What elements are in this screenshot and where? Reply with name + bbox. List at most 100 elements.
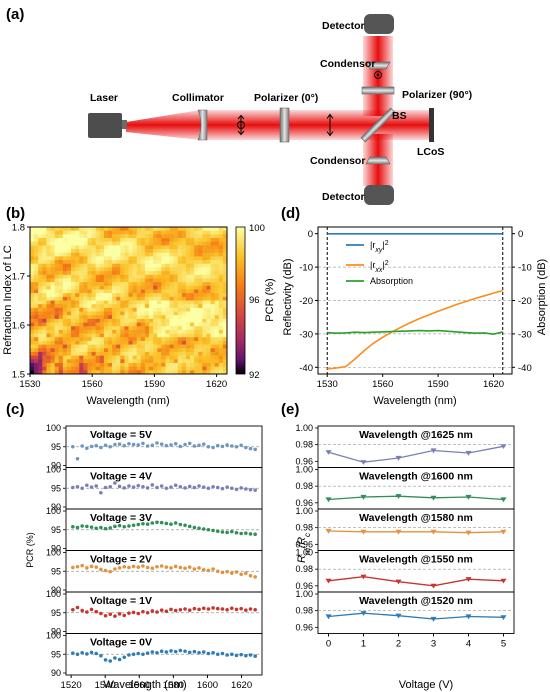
heatmap-cell (185, 293, 191, 298)
heatmap-cell (136, 256, 142, 261)
heatmap-cell (83, 344, 88, 349)
heatmap-cell (206, 318, 211, 323)
heatmap-cell (120, 348, 125, 353)
heatmap-cell (144, 241, 150, 246)
pcr-y-tick: 90 (51, 544, 61, 554)
pcr-point (206, 444, 211, 449)
heatmap-cell (58, 274, 64, 279)
pcr-point (89, 444, 94, 449)
heatmap-cell (157, 245, 162, 250)
heatmap-cell (103, 355, 109, 360)
heatmap-cell (83, 318, 88, 323)
heatmap-cell (198, 285, 203, 290)
heatmap-cell (144, 348, 150, 353)
heatmap-cell (124, 260, 129, 265)
heatmap-cell (140, 296, 146, 301)
heatmap-cell (177, 355, 183, 360)
series-absorption-line (327, 329, 503, 336)
heatmap-cell (66, 260, 72, 265)
heatmap-cell (165, 252, 170, 257)
heatmap-cell (103, 241, 109, 246)
ratio-point (500, 529, 507, 535)
heatmap-cell (103, 362, 109, 367)
heatmap-cell (214, 263, 220, 268)
heatmap-cell (165, 326, 170, 331)
heatmap-cell (66, 296, 72, 301)
heatmap-cell (218, 293, 224, 298)
heatmap-cell (79, 315, 84, 320)
heatmap-cell (120, 271, 125, 276)
heatmap-cell (30, 296, 35, 301)
heatmap-cell (157, 282, 162, 287)
heatmap-cell (177, 256, 183, 261)
heatmap-cell (149, 230, 154, 235)
heatmap-cell (112, 271, 117, 276)
heatmap-cell (46, 359, 51, 364)
heatmap-cell (116, 260, 121, 265)
heatmap-cell (83, 304, 88, 309)
heatmap-cell (210, 315, 215, 320)
heatmap-cell (181, 256, 187, 261)
heatmap-cell (202, 344, 207, 349)
heatmap-cell (95, 340, 101, 345)
pcr-point (192, 485, 197, 490)
heatmap-cell (194, 249, 199, 254)
heatmap-cell (153, 282, 158, 287)
heatmap-cell (62, 230, 68, 235)
heatmap-cell (103, 282, 109, 287)
heatmap-cell (128, 355, 133, 360)
heatmap-cell (124, 300, 129, 305)
heatmap-cell (149, 256, 154, 261)
heatmap-cell (38, 260, 43, 265)
heatmap-cell (144, 333, 150, 338)
heatmap-cell (210, 238, 215, 242)
heatmap-cell (58, 326, 64, 331)
heatmap-cell (206, 267, 211, 272)
pcr-point (248, 532, 253, 536)
heatmap-cell (58, 278, 64, 283)
heatmap-cell (149, 355, 154, 360)
heatmap-cell (210, 241, 215, 246)
pcr-point (122, 524, 127, 529)
pcr-point (71, 524, 75, 529)
ratio-row: Wavelength @1580 nm0.960.981.00 (295, 506, 515, 551)
ratio-x-tick: 4 (466, 639, 471, 650)
absorption-y-tick: 0 (518, 229, 523, 240)
heatmap-cell (103, 296, 109, 301)
heatmap-cell (66, 267, 72, 272)
heatmap-cell (79, 359, 84, 364)
heatmap-cell (99, 307, 105, 312)
heatmap-cell (66, 337, 72, 342)
heatmap-cell (107, 362, 113, 367)
heatmap-cell (136, 274, 142, 279)
heatmap-cell (222, 311, 227, 316)
heatmap-cell (165, 245, 170, 250)
heatmap-cell (46, 227, 51, 231)
heatmap-cell (79, 318, 84, 323)
heatmap-cell (87, 311, 92, 316)
heatmap-cell (132, 230, 137, 235)
pcr-point (94, 526, 98, 531)
heatmap-cell (169, 278, 174, 283)
heatmap-cell (222, 300, 227, 305)
pcr-point (164, 486, 169, 491)
heatmap-cell (198, 271, 203, 276)
heatmap-cell (198, 359, 203, 364)
pcr-point (178, 484, 183, 489)
heatmap-cell (91, 362, 96, 367)
heatmap-cell (87, 322, 92, 327)
heatmap-cell (66, 329, 72, 334)
heatmap-cell (181, 274, 187, 279)
heatmap-cell (149, 241, 154, 246)
heatmap-cell (79, 245, 84, 250)
heatmap-cell (99, 267, 105, 272)
heatmap-cell (198, 293, 203, 298)
heatmap-cell (95, 267, 101, 272)
heatmap-cell (153, 293, 158, 298)
heatmap-cell (181, 282, 187, 287)
heatmap-cell (161, 329, 166, 334)
heatmap-cell (120, 274, 125, 279)
heatmap-cell (54, 304, 60, 309)
pcr-point (122, 655, 127, 660)
heatmap-cell (58, 234, 64, 239)
